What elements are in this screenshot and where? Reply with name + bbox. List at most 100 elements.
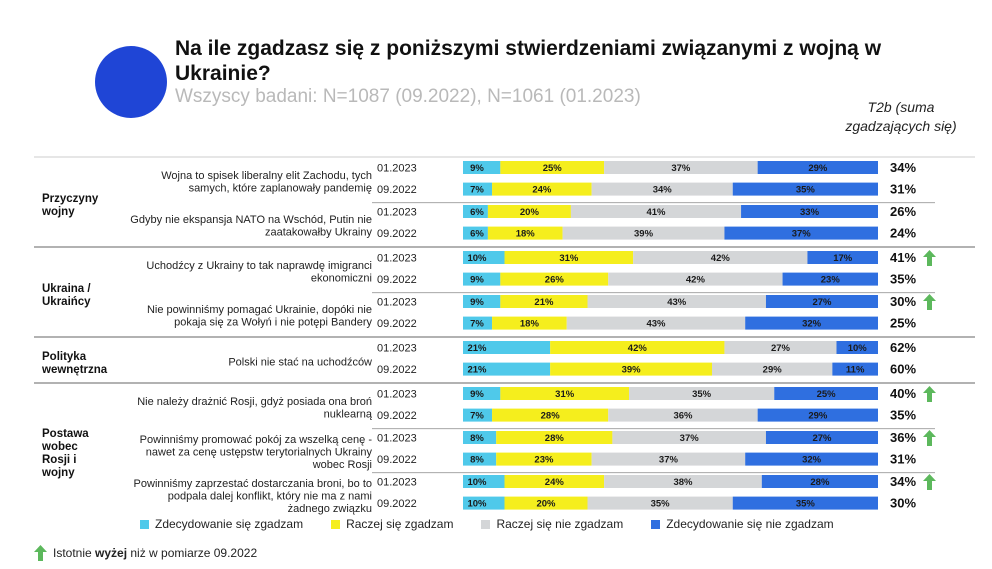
bar-value-label: 23% — [821, 275, 841, 286]
bar-value-label: 35% — [796, 499, 816, 510]
period-label: 01.2023 — [377, 163, 417, 175]
footnote: Istotnie wyżej niż w pomiarze 09.2022 — [34, 545, 257, 561]
t2b-value: 41% — [890, 250, 916, 265]
statement-text: Gdyby nie ekspansja NATO na Wschód, Puti… — [130, 214, 372, 226]
group-label: wojny — [41, 467, 75, 479]
bar-value-label: 7% — [470, 185, 484, 196]
up-arrow-icon — [923, 250, 936, 266]
statement-text: podpala dalej konflikt, który nie ma z n… — [168, 490, 372, 502]
period-label: 01.2023 — [377, 389, 417, 401]
stacked-bar-chart: 01.2023 9% 25% 37% 29% 34% 09.2022 7% 24% 34% 35% 3… — [0, 0, 992, 569]
statement-text: Uchodźcy z Ukrainy to tak naprawdę imigr… — [146, 260, 372, 272]
bar-value-label: 7% — [470, 319, 484, 330]
bar-value-label: 27% — [812, 297, 832, 308]
group-label: Ukraińcy — [42, 296, 91, 308]
group-label: Rosji i — [42, 454, 77, 466]
bar-value-label: 21% — [534, 297, 554, 308]
bar-value-label: 7% — [470, 411, 484, 422]
bar-value-label: 23% — [534, 455, 554, 466]
statement-text: żadnego związku — [288, 503, 372, 515]
legend-swatch — [331, 520, 340, 529]
bar-value-label: 25% — [817, 389, 837, 400]
statement-text: Nie należy drażnić Rosji, gdyż posiada o… — [137, 396, 372, 408]
legend-swatch — [140, 520, 149, 529]
group-label: wojny — [41, 206, 75, 218]
footnote-suffix: niż w pomiarze 09.2022 — [127, 546, 257, 560]
legend-swatch — [481, 520, 490, 529]
bar-value-label: 28% — [810, 477, 830, 488]
period-label: 09.2022 — [377, 318, 417, 330]
bar-value-label: 10% — [467, 477, 487, 488]
bar-value-label: 39% — [622, 365, 642, 376]
t2b-value: 36% — [890, 430, 916, 445]
statement-text: Polski nie stać na uchodźców — [228, 356, 372, 368]
t2b-value: 25% — [890, 316, 916, 331]
bar-value-label: 35% — [796, 185, 816, 196]
legend-item-rather-agree: Raczej się zgadzam — [331, 517, 453, 531]
bar-value-label: 33% — [800, 207, 820, 218]
footnote-bold: wyżej — [95, 546, 127, 560]
period-label: 09.2022 — [377, 410, 417, 422]
bar-value-label: 6% — [470, 207, 484, 218]
t2b-value: 34% — [890, 160, 916, 175]
bar-value-label: 26% — [545, 275, 565, 286]
period-label: 01.2023 — [377, 477, 417, 489]
t2b-value: 60% — [890, 362, 916, 377]
up-arrow-icon — [34, 545, 47, 561]
bar-value-label: 20% — [520, 207, 540, 218]
bar-value-label: 34% — [653, 185, 673, 196]
bar-value-label: 10% — [467, 253, 487, 264]
bar-value-label: 9% — [470, 297, 484, 308]
up-arrow-icon — [923, 430, 936, 446]
t2b-value: 26% — [890, 204, 916, 219]
statement-text: pokaja się za Wołyń i nie potępi Bandery — [174, 317, 372, 329]
period-label: 01.2023 — [377, 253, 417, 265]
t2b-value: 31% — [890, 452, 916, 467]
footnote-prefix: Istotnie — [53, 546, 95, 560]
bar-value-label: 20% — [536, 499, 556, 510]
up-arrow-icon — [923, 474, 936, 490]
bar-value-label: 37% — [680, 433, 700, 444]
statement-text: Powinniśmy zaprzestać dostarczania broni… — [134, 478, 372, 490]
group-label: Przyczyny — [42, 193, 99, 205]
t2b-value: 31% — [890, 182, 916, 197]
bar-value-label: 11% — [846, 365, 865, 376]
bar-value-label: 24% — [545, 477, 565, 488]
bar-value-label: 38% — [673, 477, 693, 488]
bar-value-label: 8% — [470, 433, 484, 444]
legend-label: Zdecydowanie się nie zgadzam — [666, 517, 833, 531]
legend-item-strongly-disagree: Zdecydowanie się nie zgadzam — [651, 517, 833, 531]
up-arrow-icon — [923, 386, 936, 402]
group-label: wewnętrzna — [41, 364, 108, 376]
legend-label: Raczej się zgadzam — [346, 517, 453, 531]
bar-value-label: 24% — [532, 185, 552, 196]
bar-value-label: 6% — [470, 229, 484, 240]
bar-value-label: 42% — [686, 275, 706, 286]
bar-value-label: 31% — [559, 253, 579, 264]
t2b-value: 24% — [890, 226, 916, 241]
period-label: 01.2023 — [377, 297, 417, 309]
up-arrow-icon — [923, 294, 936, 310]
bar-value-label: 17% — [833, 253, 853, 264]
statement-text: samych, które zaplanowały pandemię — [189, 183, 372, 195]
bar-value-label: 29% — [763, 365, 783, 376]
bar-value-label: 42% — [711, 253, 731, 264]
period-label: 09.2022 — [377, 498, 417, 510]
bar-value-label: 32% — [802, 319, 822, 330]
period-label: 01.2023 — [377, 343, 417, 355]
legend-label: Zdecydowanie się zgadzam — [155, 517, 303, 531]
legend-item-strongly-agree: Zdecydowanie się zgadzam — [140, 517, 303, 531]
bar-value-label: 9% — [470, 275, 484, 286]
period-label: 01.2023 — [377, 207, 417, 219]
bar-value-label: 21% — [467, 365, 487, 376]
bar-value-label: 9% — [470, 389, 484, 400]
statement-text: Wojna to spisek liberalny elit Zachodu, … — [161, 170, 372, 182]
bar-value-label: 10% — [848, 343, 868, 354]
bar-value-label: 28% — [541, 411, 561, 422]
bar-value-label: 43% — [667, 297, 687, 308]
period-label: 09.2022 — [377, 228, 417, 240]
bar-value-label: 39% — [634, 229, 654, 240]
bar-value-label: 37% — [792, 229, 812, 240]
statement-text: Nie powinniśmy pomagać Ukrainie, dopóki … — [147, 304, 372, 316]
bar-value-label: 41% — [646, 207, 666, 218]
